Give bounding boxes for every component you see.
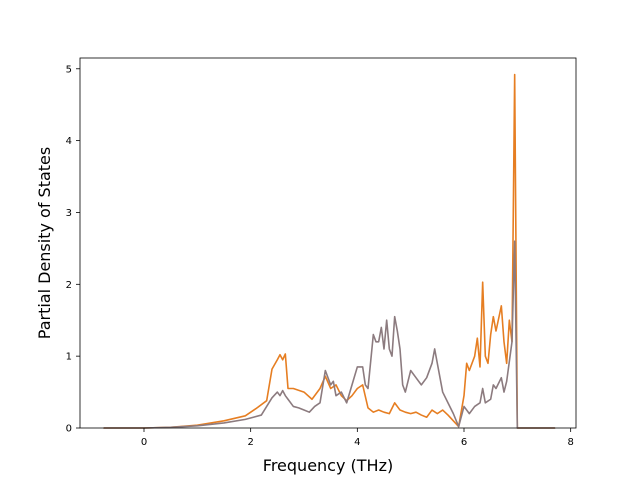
- x-tick-label: 2: [247, 437, 253, 448]
- series-layer: [103, 73, 556, 429]
- plot-frame: [79, 57, 577, 429]
- y-tick-label: 0: [66, 424, 72, 435]
- x-tick-label: 8: [567, 437, 573, 448]
- y-tick-label: 5: [66, 64, 72, 75]
- y-tick-label: 3: [66, 208, 72, 219]
- x-ticks: 0 2 4 6 8: [141, 428, 574, 448]
- x-tick-label: 4: [354, 437, 360, 448]
- series-2-line: [103, 240, 556, 429]
- x-tick-label: 0: [141, 437, 147, 448]
- y-tick-label: 4: [66, 136, 72, 147]
- y-tick-label: 1: [66, 352, 72, 363]
- y-axis-label: Partial Density of States: [35, 147, 54, 339]
- y-ticks: 0 1 2 3 4 5: [66, 64, 80, 435]
- y-tick-label: 2: [66, 280, 72, 291]
- series-1-line: [103, 73, 556, 429]
- x-axis-label: Frequency (THz): [263, 456, 393, 475]
- x-tick-label: 6: [461, 437, 467, 448]
